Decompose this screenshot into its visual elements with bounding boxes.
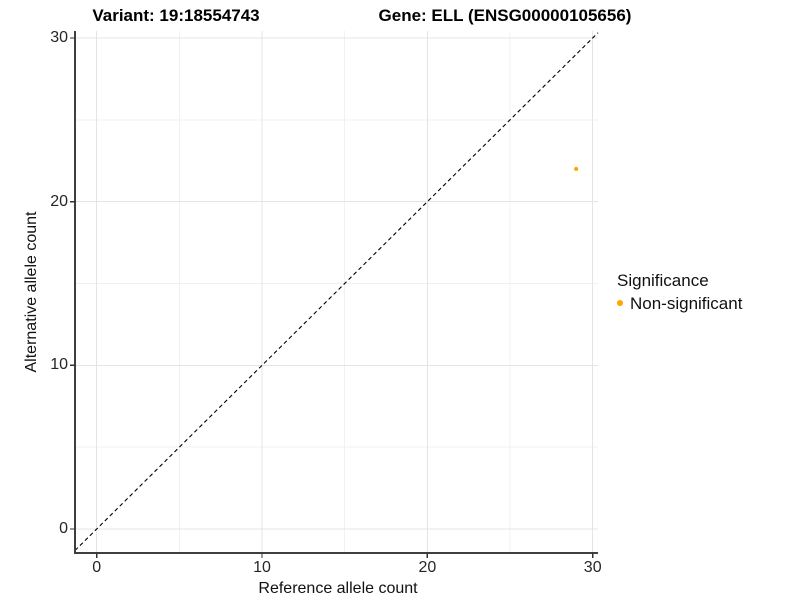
variant-title: Variant: 19:18554743 (92, 6, 260, 25)
y-tick-label: 0 (59, 520, 68, 537)
x-tick-label: 0 (92, 559, 102, 576)
legend: Significance Non-significant (617, 271, 797, 313)
y-axis-title: Alternative allele count (23, 211, 40, 373)
legend-point-icon (617, 300, 623, 307)
legend-entry: Non-significant (617, 294, 797, 314)
x-tick-label: 20 (418, 559, 437, 576)
y-tick-label: 20 (50, 192, 68, 210)
y-tick-label: 10 (50, 356, 68, 374)
x-tick-label: 30 (583, 559, 602, 576)
x-axis-title: Reference allele count (258, 580, 418, 597)
identity-line (74, 32, 599, 551)
x-tick-label: 10 (253, 559, 271, 576)
data-point (574, 166, 579, 172)
legend-title: Significance (617, 271, 709, 290)
gene-title: Gene: ELL (ENSG00000105656) (378, 6, 632, 25)
y-tick-label: 30 (50, 28, 68, 46)
legend-entry-label: Non-significant (630, 293, 743, 313)
